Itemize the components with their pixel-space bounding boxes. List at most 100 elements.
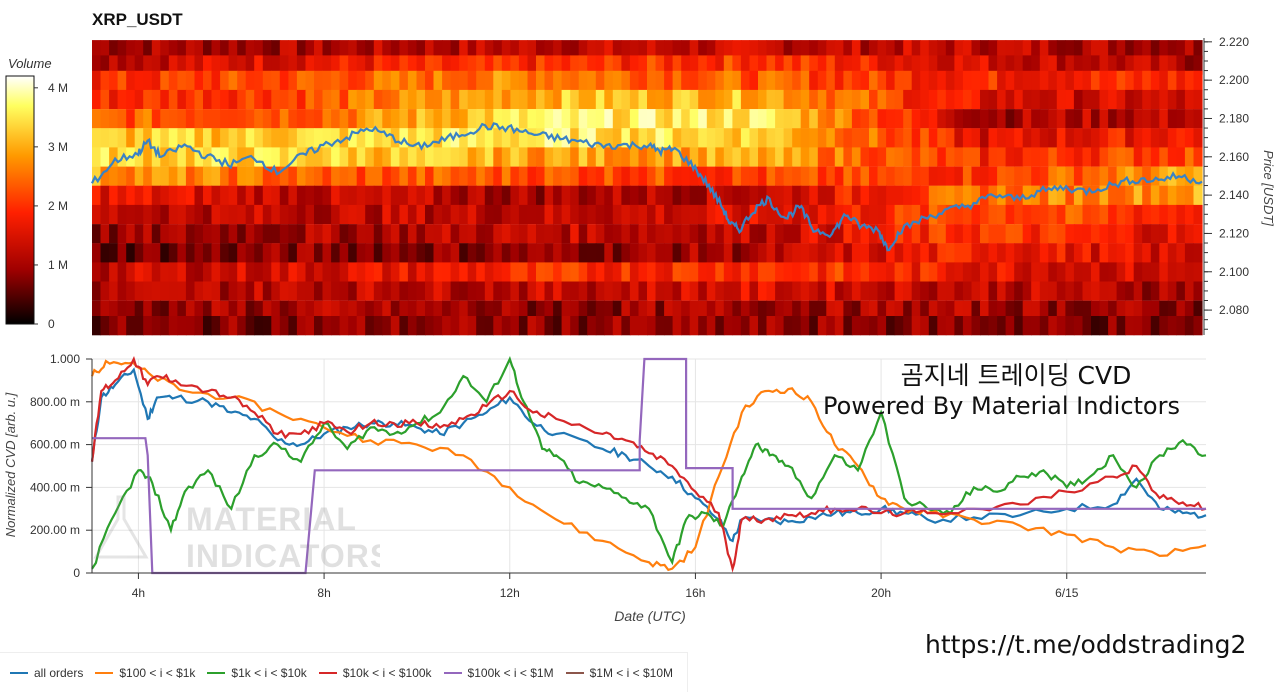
heatmap-cell — [647, 185, 657, 205]
heatmap-cell — [723, 70, 733, 91]
heatmap-cell — [339, 185, 349, 205]
heatmap-cell — [510, 300, 520, 320]
heatmap-cell — [279, 40, 289, 60]
heatmap-cell — [954, 128, 964, 148]
heatmap-cell — [689, 204, 699, 225]
heatmap-cell — [356, 55, 366, 75]
heatmap-cell — [561, 166, 571, 186]
heatmap-cell — [928, 128, 938, 148]
heatmap-cell — [800, 243, 810, 263]
heatmap-cell — [245, 204, 255, 225]
heatmap-cell — [92, 243, 102, 263]
heatmap-cell — [100, 243, 110, 263]
legend-item[interactable]: $1M < i < $10M — [565, 666, 673, 680]
heatmap-cell — [168, 300, 178, 320]
heatmap-cell — [612, 316, 622, 336]
heatmap-cell — [706, 300, 716, 320]
heatmap-cell — [1099, 243, 1109, 263]
heatmap-cell — [869, 109, 879, 129]
heatmap-cell — [792, 300, 802, 320]
heatmap-cell — [886, 147, 896, 167]
heatmap-cell — [1142, 281, 1152, 301]
heatmap-cell — [698, 55, 708, 75]
heatmap-cell — [1167, 300, 1177, 320]
heatmap-cell — [459, 166, 469, 186]
heatmap-cell — [928, 316, 938, 336]
heatmap-cell — [928, 55, 938, 75]
heatmap-cell — [604, 262, 614, 282]
cvd-y-tick-label: 600.00 m — [30, 438, 80, 452]
heatmap-cell — [279, 166, 289, 186]
heatmap-cell — [1116, 204, 1126, 225]
heatmap-cell — [339, 109, 349, 129]
heatmap-cell — [245, 316, 255, 336]
heatmap-cell — [664, 70, 674, 91]
legend-item[interactable]: all orders — [10, 666, 83, 680]
heatmap-cell — [723, 109, 733, 129]
heatmap-cell — [954, 166, 964, 186]
heatmap-cell — [1005, 70, 1015, 91]
heatmap-cell — [945, 147, 955, 167]
heatmap-cell — [211, 166, 221, 186]
heatmap-cell — [117, 185, 127, 205]
heatmap-cell — [749, 224, 759, 244]
heatmap-cell — [604, 128, 614, 148]
heatmap-cell — [886, 89, 896, 110]
heatmap-cell — [185, 185, 195, 205]
legend-item[interactable]: $100 < i < $1k — [95, 666, 195, 680]
heatmap-y-axis-label: Price [USDT] — [1261, 150, 1276, 226]
heatmap-cell — [544, 262, 554, 282]
heatmap-chart[interactable]: 4 M3 M2 M1 M0 2.2202.2002.1802.1602.1402… — [0, 0, 1280, 345]
heatmap-cell — [1159, 224, 1169, 244]
heatmap-cell — [1099, 55, 1109, 75]
heatmap-cell — [134, 243, 144, 263]
heatmap-cell — [228, 224, 238, 244]
heatmap-cell — [1091, 300, 1101, 320]
heatmap-cell — [655, 166, 665, 186]
heatmap-cell — [1193, 243, 1203, 263]
heatmap-cell — [681, 224, 691, 244]
heatmap-cell — [945, 224, 955, 244]
heatmap-cell — [339, 166, 349, 186]
legend-label: all orders — [34, 665, 84, 680]
heatmap-cell — [706, 185, 716, 205]
heatmap-cell — [570, 89, 580, 110]
heatmap-cell — [450, 147, 460, 167]
heatmap-cell — [928, 281, 938, 301]
legend-item[interactable]: $10k < i < $100k — [318, 666, 432, 680]
heatmap-cell — [954, 109, 964, 129]
heatmap-cell — [809, 70, 819, 91]
heatmap-cell — [1099, 185, 1109, 205]
legend-item[interactable]: $100k < i < $1M — [443, 666, 554, 680]
heatmap-cell — [254, 185, 264, 205]
heatmap-cell — [894, 147, 904, 167]
heatmap-cell — [476, 243, 486, 263]
heatmap-cell — [937, 70, 947, 91]
heatmap-cell — [211, 262, 221, 282]
heatmap-cell — [638, 70, 648, 91]
heatmap-cell — [331, 109, 341, 129]
heatmap-cell — [262, 89, 272, 110]
heatmap-cell — [715, 243, 725, 263]
telegram-link[interactable]: https://t.me/oddstrading2 — [925, 630, 1247, 659]
heatmap-cell — [459, 128, 469, 148]
heatmap-cell — [1082, 109, 1092, 129]
heatmap-cell — [715, 166, 725, 186]
heatmap-cell — [416, 40, 426, 60]
heatmap-cell — [536, 316, 546, 336]
heatmap-cell — [501, 55, 511, 75]
heatmap-cell — [604, 316, 614, 336]
heatmap-cell — [834, 128, 844, 148]
heatmap-cell — [484, 89, 494, 110]
heatmap-cell — [647, 55, 657, 75]
heatmap-cell — [706, 147, 716, 167]
heatmap-cell — [809, 243, 819, 263]
heatmap-cell — [1193, 109, 1203, 129]
heatmap-cell — [766, 55, 776, 75]
heatmap-cell — [1108, 300, 1118, 320]
heatmap-cell — [809, 166, 819, 186]
heatmap-cell — [433, 204, 443, 225]
heatmap-cell — [220, 204, 230, 225]
legend-item[interactable]: $1k < i < $10k — [207, 666, 307, 680]
